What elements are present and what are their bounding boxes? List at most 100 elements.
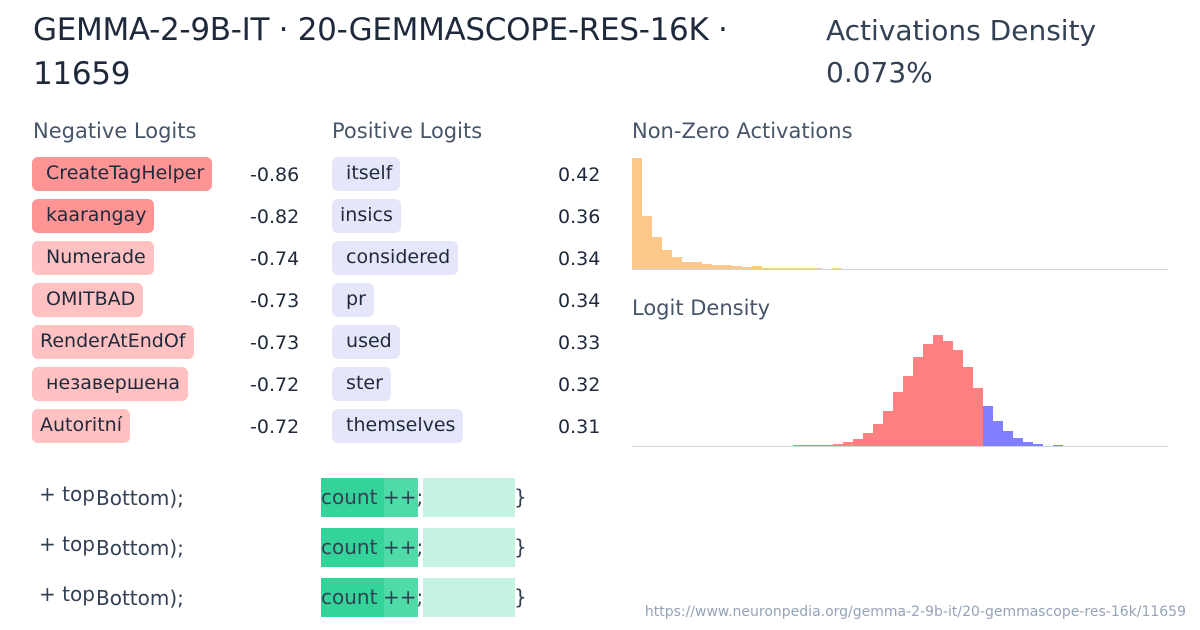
example-token: count xyxy=(321,585,378,609)
example-prefix-2: Bottom); xyxy=(96,486,184,510)
activation-bar xyxy=(672,257,682,269)
example-prefix: + top xyxy=(39,482,95,506)
activation-bar xyxy=(652,237,662,269)
activation-bar xyxy=(812,268,822,269)
activations-chart-title: Non-Zero Activations xyxy=(632,119,853,143)
logit-density-title: Logit Density xyxy=(632,296,771,320)
activation-highlight xyxy=(423,578,515,617)
example-prefix-2: Bottom); xyxy=(96,586,184,610)
activation-bar xyxy=(782,268,792,269)
logit-value: -0.82 xyxy=(250,206,300,228)
example-token: ++; xyxy=(383,485,424,509)
negative-logits-title: Negative Logits xyxy=(33,119,197,143)
positive-logit-token: itself xyxy=(332,157,401,191)
activation-bar xyxy=(692,262,702,269)
logit-density-bar xyxy=(1033,444,1043,446)
example-prefix: + top xyxy=(39,532,95,556)
activations-density: Activations Density 0.073% xyxy=(826,10,1096,94)
logit-density-bar xyxy=(903,376,913,446)
negative-logit-token: Numerade xyxy=(32,241,154,275)
logit-density-chart xyxy=(632,335,1168,447)
activation-bar xyxy=(772,268,782,269)
logit-density-bar xyxy=(823,445,833,446)
activation-highlight xyxy=(384,478,418,517)
logit-density-bar xyxy=(833,444,843,446)
logit-density-bar xyxy=(993,421,1003,446)
negative-logit-token: OMITBAD xyxy=(32,283,144,317)
logit-value: 0.42 xyxy=(558,164,601,186)
activation-bar xyxy=(662,250,672,269)
logit-density-bar xyxy=(893,392,903,446)
activation-highlight xyxy=(321,528,384,567)
negative-logit-token: незавершена xyxy=(32,367,188,401)
activation-bar xyxy=(682,262,692,269)
activation-bar xyxy=(702,264,712,269)
activation-bar xyxy=(742,267,752,269)
negative-logit-token: Autoritní xyxy=(32,409,130,443)
activation-bar xyxy=(802,268,812,269)
activation-highlight xyxy=(423,528,515,567)
logit-density-bar xyxy=(1053,445,1063,446)
example-tail: } xyxy=(514,485,527,509)
activation-highlight xyxy=(321,578,384,617)
logit-value: -0.72 xyxy=(250,374,300,396)
logit-density-bar xyxy=(843,442,853,446)
logit-density-bar xyxy=(943,341,953,446)
example-token: ++; xyxy=(383,585,424,609)
logit-density-bar xyxy=(973,388,983,446)
example-tail: } xyxy=(514,535,527,559)
example-token: ++; xyxy=(383,535,424,559)
example-tail: } xyxy=(514,585,527,609)
logit-value: -0.72 xyxy=(250,416,300,438)
logit-value: -0.86 xyxy=(250,164,300,186)
logit-density-bar xyxy=(803,445,813,446)
logit-density-bar xyxy=(853,439,863,446)
logit-value: -0.73 xyxy=(250,290,300,312)
activation-highlight xyxy=(321,478,384,517)
example-token: count xyxy=(321,535,378,559)
logit-value: -0.73 xyxy=(250,332,300,354)
activation-bar xyxy=(832,268,842,269)
activation-bar xyxy=(762,268,772,269)
negative-logit-token: kaarangay xyxy=(32,199,155,233)
activation-bar xyxy=(722,265,732,269)
logit-density-bar xyxy=(813,445,823,446)
page-title: GEMMA-2-9B-IT · 20-GEMMASCOPE-RES-16K · … xyxy=(33,12,728,92)
logit-density-bar xyxy=(983,406,993,446)
logit-density-bar xyxy=(883,411,893,446)
logit-density-bar xyxy=(873,424,883,446)
logit-value: 0.33 xyxy=(558,332,601,354)
positive-logit-token: considered xyxy=(332,241,459,275)
density-label: Activations Density xyxy=(826,14,1097,47)
activation-bar xyxy=(712,265,722,269)
logit-value: 0.36 xyxy=(558,206,601,228)
logit-value: 0.32 xyxy=(558,374,601,396)
activation-highlight xyxy=(423,478,515,517)
logit-density-bar xyxy=(1003,431,1013,446)
example-prefix: + top xyxy=(39,582,95,606)
activation-bar xyxy=(752,266,762,269)
density-value: 0.073% xyxy=(826,56,933,89)
logit-value: 0.31 xyxy=(558,416,601,438)
non-zero-activations-chart xyxy=(632,158,1168,270)
positive-logit-token: themselves xyxy=(332,409,464,443)
logit-density-bar xyxy=(1013,438,1023,446)
positive-logit-token: ster xyxy=(332,367,391,401)
logit-value: 0.34 xyxy=(558,248,601,270)
source-url[interactable]: https://www.neuronpedia.org/gemma-2-9b-i… xyxy=(644,604,1186,620)
activation-highlight xyxy=(384,578,418,617)
logit-density-bar xyxy=(793,445,803,446)
positive-logit-token: used xyxy=(332,325,400,359)
logit-density-bar xyxy=(933,335,943,446)
logit-value: 0.34 xyxy=(558,290,601,312)
logit-density-bar xyxy=(913,357,923,446)
logit-density-bar xyxy=(963,367,973,446)
activation-highlight xyxy=(384,528,418,567)
negative-logit-token: CreateTagHelper xyxy=(32,157,213,191)
logit-density-bar xyxy=(1023,442,1033,446)
logit-density-bar xyxy=(863,433,873,446)
example-prefix-2: Bottom); xyxy=(96,536,184,560)
activation-bar xyxy=(732,266,742,269)
activation-bar xyxy=(632,158,642,269)
positive-logits-title: Positive Logits xyxy=(332,119,483,143)
